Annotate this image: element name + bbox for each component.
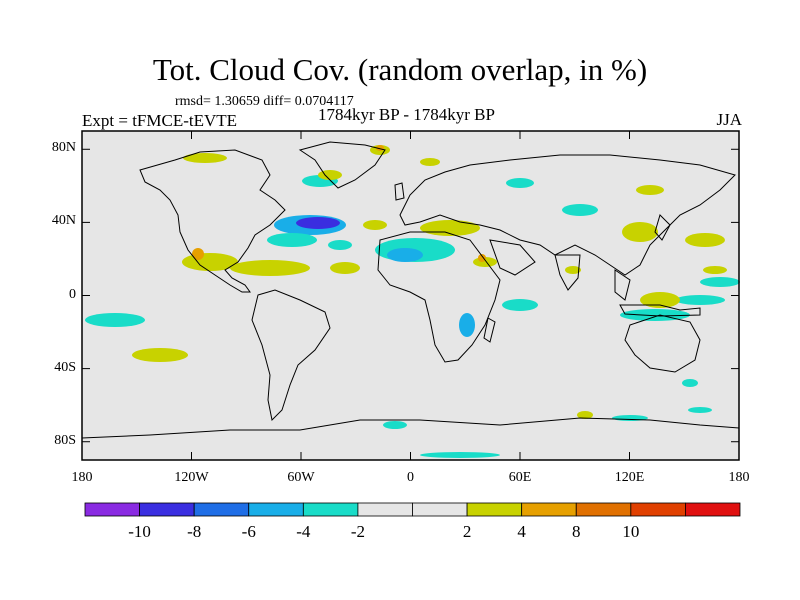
coastline <box>298 141 386 189</box>
anomaly-patch <box>682 379 698 387</box>
anomaly-patch <box>132 348 188 362</box>
axis-ticks <box>81 131 740 460</box>
colorbar-label: 10 <box>622 522 640 541</box>
colorbar-label: 8 <box>572 522 581 541</box>
anomaly-patch <box>502 299 538 311</box>
colorbar-label: -8 <box>187 522 202 541</box>
colorbar-swatch <box>521 502 577 517</box>
colorbar-label: -6 <box>241 522 256 541</box>
anomaly-patch <box>420 452 500 458</box>
coastline <box>251 289 331 422</box>
anomaly-patch <box>267 233 317 247</box>
colorbar-swatch <box>84 502 140 517</box>
colorbar-label: 2 <box>462 522 472 541</box>
anomaly-patch <box>182 253 238 271</box>
colorbar-swatch <box>248 502 304 517</box>
coastline <box>614 269 631 301</box>
anomaly-patch <box>688 407 712 413</box>
lat-tick-label: 40N <box>51 213 76 229</box>
coastline <box>139 149 286 293</box>
anomaly-patch <box>192 248 204 260</box>
colorbar-swatch <box>357 502 413 517</box>
coastline <box>394 182 405 201</box>
colorbar-label: -10 <box>128 522 151 541</box>
colorbar-swatch <box>193 502 250 517</box>
lat-tick-label: 0 <box>69 286 76 302</box>
coastline <box>619 304 701 317</box>
coastline <box>554 254 581 291</box>
anomaly-patch <box>318 170 342 180</box>
colorbar-swatch <box>630 502 686 517</box>
colorbar-label: -2 <box>350 522 365 541</box>
coastline <box>483 317 496 343</box>
lat-tick-label: 80S <box>54 432 76 448</box>
coastline <box>399 154 736 276</box>
anomaly-patch <box>675 295 725 305</box>
coastline <box>377 231 501 363</box>
coastline <box>624 314 701 373</box>
colorbar-swatch <box>139 502 195 517</box>
anomaly-patch <box>387 248 423 262</box>
plot-title: Tot. Cloud Cov. (random overlap, in %) <box>152 52 648 87</box>
lon-tick-label: 180 <box>728 470 750 485</box>
colorbar-swatch <box>466 502 523 517</box>
anomaly-patch <box>685 233 725 247</box>
period-label: 1784kyr BP - 1784kyr BP <box>318 105 495 124</box>
anomaly-patch <box>420 158 440 166</box>
colorbar-swatch <box>302 502 359 517</box>
lon-tick-label: 60E <box>508 470 532 485</box>
anomaly-patch <box>577 411 593 419</box>
anomaly-patch <box>700 277 740 287</box>
anomaly-patch <box>296 217 340 229</box>
coastline <box>489 239 536 276</box>
colorbar <box>84 502 741 517</box>
anomaly-patch <box>363 220 387 230</box>
anomaly-patch <box>703 266 727 274</box>
anomaly-patch <box>636 185 664 195</box>
map-background <box>82 131 739 460</box>
experiment-label: Expt = tFMCE-tEVTE <box>82 111 238 130</box>
anomaly-patch <box>640 292 680 308</box>
colorbar-swatch <box>412 502 468 517</box>
coastline <box>654 214 671 241</box>
lon-tick-label: 180 <box>71 470 93 485</box>
anomaly-patch <box>565 266 581 274</box>
lat-tick-label: 80N <box>51 140 76 156</box>
lon-tick-label: 60W <box>287 470 315 485</box>
season-label: JJA <box>716 110 742 129</box>
lat-tick-label: 40S <box>54 359 76 375</box>
anomaly-patch <box>622 222 658 242</box>
anomaly-patch <box>478 254 486 262</box>
colorbar-swatch <box>685 502 741 517</box>
anomaly-patch <box>330 262 360 274</box>
lon-tick-label: 120W <box>174 470 209 485</box>
stats-text: rmsd= 1.30659 diff= 0.0704117 <box>175 94 354 109</box>
anomaly-patch <box>230 260 310 276</box>
coastline <box>81 417 740 439</box>
anomaly-patches <box>85 145 740 458</box>
anomaly-patch <box>383 421 407 429</box>
anomaly-patch <box>562 204 598 216</box>
anomaly-patch <box>328 240 352 250</box>
colorbar-label: -4 <box>296 522 311 541</box>
lon-tick-label: 0 <box>407 470 414 485</box>
lon-tick-label: 120E <box>614 470 645 485</box>
coastlines <box>81 141 740 439</box>
anomaly-patch <box>183 153 227 163</box>
anomaly-patch <box>85 313 145 327</box>
colorbar-swatch <box>575 502 632 517</box>
anomaly-patch <box>506 178 534 188</box>
anomaly-patch <box>459 313 475 337</box>
colorbar-label: 4 <box>517 522 526 541</box>
